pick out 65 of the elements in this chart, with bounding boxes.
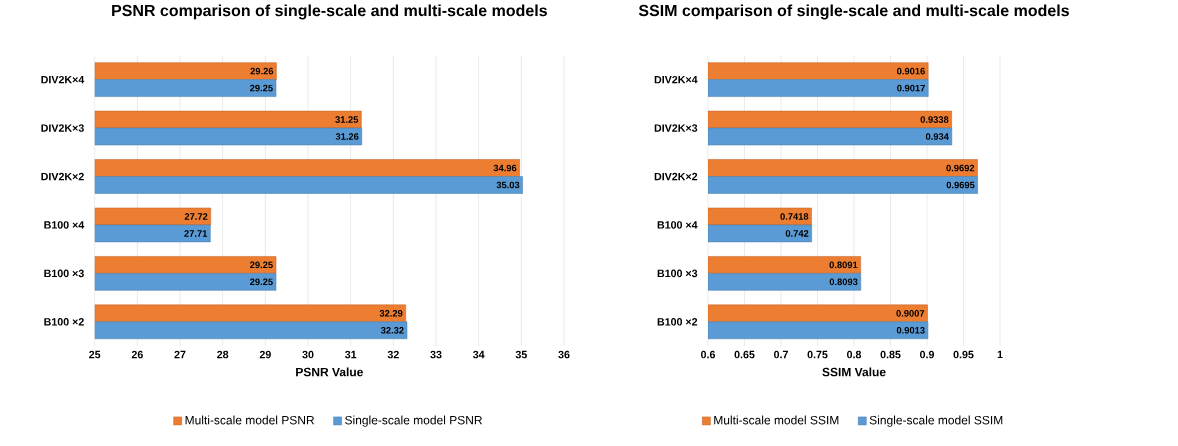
x-tick-label: 0.9 [920, 350, 935, 359]
y-tick-label: DIV2K×3 [654, 124, 698, 132]
data-label: 0.9692 [946, 164, 975, 172]
data-label: 32.32 [380, 326, 404, 334]
x-tick-label: 0.6 [701, 350, 716, 359]
x-tick-label: 35 [515, 350, 527, 359]
data-label: 0.9007 [896, 310, 925, 317]
legend-label: Single-scale model SSIM [869, 415, 1003, 427]
data-label: 0.8091 [829, 261, 858, 269]
data-label: 35.03 [496, 181, 520, 189]
y-tick-label: B100 ×3 [657, 269, 698, 278]
x-tick-label: 34 [472, 350, 485, 359]
data-label: 0.9695 [946, 181, 975, 189]
data-label: 0.7418 [780, 213, 809, 220]
data-label: 29.26 [250, 67, 274, 75]
y-tick-label: B100 ×4 [657, 221, 698, 229]
x-tick-label: 31 [344, 350, 357, 359]
data-label: 29.25 [250, 84, 273, 92]
data-label: 0.8093 [829, 278, 858, 286]
x-tick-label: 26 [131, 350, 143, 359]
y-tick-label: DIV2K×4 [654, 75, 698, 84]
x-tick-label: 0.75 [807, 350, 828, 359]
y-tick-label: DIV2K×2 [41, 172, 84, 181]
x-tick-label: 36 [558, 350, 570, 359]
y-tick-label: B100 ×2 [44, 318, 84, 326]
y-tick-label: DIV2K×3 [41, 124, 84, 132]
x-tick-label: 1 [997, 350, 1003, 359]
data-label: 34.96 [493, 164, 517, 172]
data-label: 27.71 [184, 230, 208, 237]
x-tick-label: 28 [217, 350, 229, 359]
x-tick-label: 32 [387, 350, 399, 359]
y-tick-label: DIV2K×4 [41, 75, 85, 84]
x-tick-label: 25 [89, 350, 101, 359]
y-tick-label: B100 ×4 [44, 221, 85, 229]
x-tick-label: 0.8 [847, 350, 862, 359]
data-label: 29.25 [250, 278, 273, 286]
x-tick-label: 0.7 [774, 350, 788, 359]
legend-label: Multi-scale model PSNR [185, 415, 315, 425]
data-label: 31.26 [335, 133, 359, 140]
data-label: 0.9016 [897, 67, 925, 75]
data-label: 27.72 [184, 213, 208, 220]
data-label: 0.9013 [896, 326, 925, 334]
data-label: 29.25 [250, 261, 273, 269]
x-tick-label: 33 [430, 350, 442, 359]
chart-title: PSNR comparison of single-scale and multi-scale models [112, 4, 547, 20]
data-label: 0.742 [785, 230, 809, 237]
x-tick-label: 30 [302, 350, 314, 359]
y-tick-label: B100 ×3 [44, 269, 84, 278]
legend-label: Multi-scale model SSIM [714, 415, 839, 425]
legend-label: Single-scale model PSNR [345, 415, 482, 427]
x-tick-label: 0.65 [734, 350, 755, 359]
x-tick-label: 0.85 [880, 350, 901, 359]
data-label: 0.934 [925, 133, 949, 140]
y-tick-label: B100 ×2 [657, 318, 698, 326]
data-label: 31.25 [335, 116, 359, 123]
data-label: 0.9338 [920, 116, 949, 123]
x-tick-label: 29 [259, 350, 271, 359]
x-tick-label: 0.95 [953, 350, 974, 359]
chart-title: SSIM comparison of single-scale and multi-scale models [638, 4, 1069, 20]
data-label: 0.9017 [897, 84, 925, 92]
x-axis-title: PSNR Value [296, 367, 363, 377]
y-tick-label: DIV2K×2 [654, 172, 698, 181]
data-label: 32.29 [379, 310, 403, 317]
x-tick-label: 27 [174, 350, 186, 359]
x-axis-title: SSIM Value [822, 367, 886, 377]
